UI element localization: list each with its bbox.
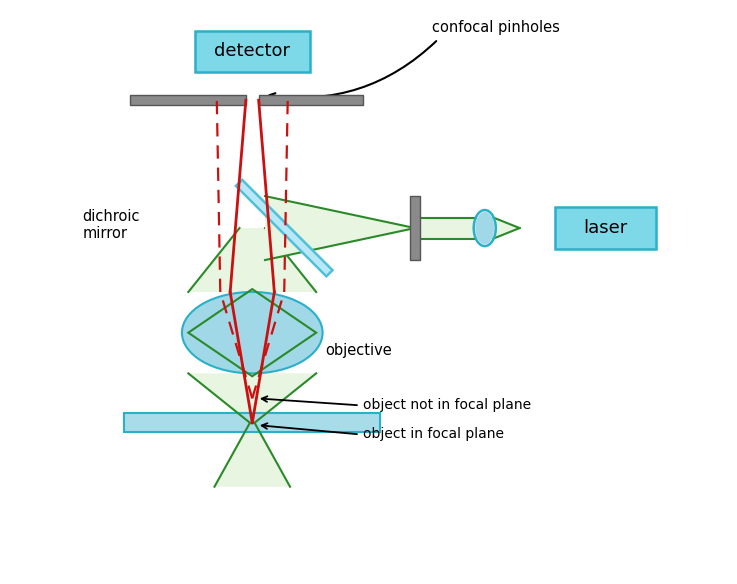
Polygon shape <box>415 218 520 238</box>
Text: object in focal plane: object in focal plane <box>363 427 503 442</box>
FancyBboxPatch shape <box>195 31 310 72</box>
FancyBboxPatch shape <box>125 413 380 432</box>
Text: dichroic
mirror: dichroic mirror <box>83 209 140 241</box>
Polygon shape <box>189 228 316 292</box>
FancyBboxPatch shape <box>411 196 419 260</box>
Text: laser: laser <box>583 219 627 237</box>
Polygon shape <box>236 180 332 276</box>
Text: detector: detector <box>214 43 290 60</box>
Text: confocal pinholes: confocal pinholes <box>433 20 560 35</box>
Polygon shape <box>189 373 316 423</box>
Ellipse shape <box>475 212 494 244</box>
FancyBboxPatch shape <box>259 95 363 106</box>
FancyBboxPatch shape <box>555 207 656 249</box>
Text: objective: objective <box>325 343 391 357</box>
Polygon shape <box>214 423 290 486</box>
FancyBboxPatch shape <box>130 95 246 106</box>
Text: object not in focal plane: object not in focal plane <box>363 398 531 412</box>
Polygon shape <box>265 196 415 260</box>
Ellipse shape <box>182 292 323 373</box>
